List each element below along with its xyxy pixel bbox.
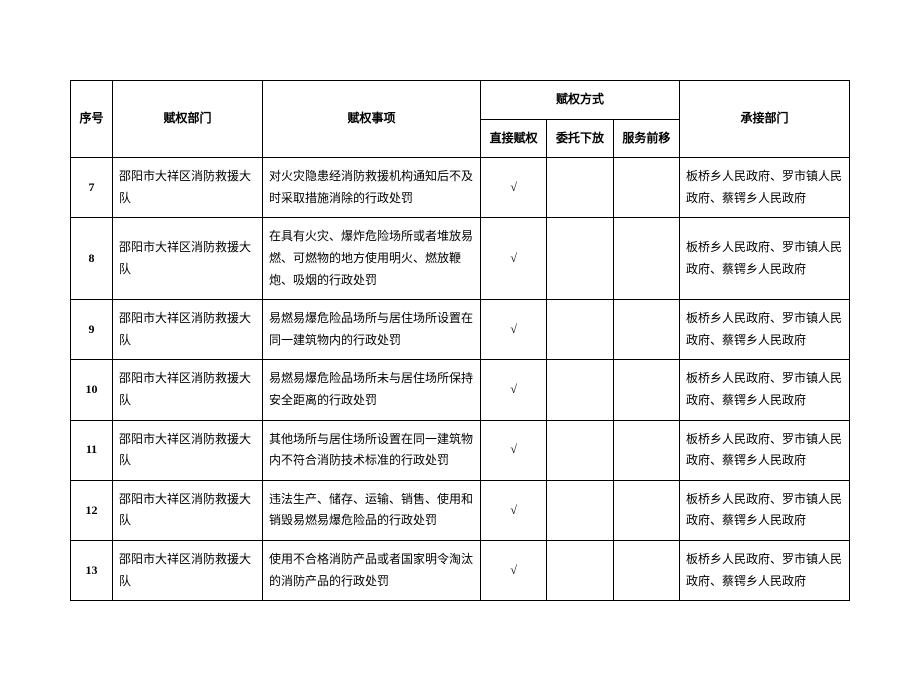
cell-seq: 9 <box>71 300 113 360</box>
cell-matter: 违法生产、储存、运输、销售、使用和销毁易燃易爆危险品的行政处罚 <box>263 480 481 540</box>
cell-matter: 在具有火灾、爆炸危险场所或者堆放易燃、可燃物的地方使用明火、燃放鞭炮、吸烟的行政… <box>263 218 481 300</box>
authority-table: 序号 赋权部门 赋权事项 赋权方式 承接部门 直接赋权 委托下放 服务前移 7 … <box>70 80 850 601</box>
cell-matter: 易燃易爆危险品场所未与居住场所保持安全距离的行政处罚 <box>263 360 481 420</box>
cell-recv: 板桥乡人民政府、罗市镇人民政府、蔡锷乡人民政府 <box>680 158 850 218</box>
cell-delegate <box>547 540 613 600</box>
header-row-1: 序号 赋权部门 赋权事项 赋权方式 承接部门 <box>71 81 850 120</box>
cell-seq: 7 <box>71 158 113 218</box>
cell-recv: 板桥乡人民政府、罗市镇人民政府、蔡锷乡人民政府 <box>680 360 850 420</box>
cell-service <box>613 218 679 300</box>
table-body: 7 邵阳市大祥区消防救援大队 对火灾隐患经消防救援机构通知后不及时采取措施消除的… <box>71 158 850 601</box>
cell-seq: 13 <box>71 540 113 600</box>
header-method-direct: 直接赋权 <box>481 119 547 158</box>
table-row: 13 邵阳市大祥区消防救援大队 使用不合格消防产品或者国家明令淘汰的消防产品的行… <box>71 540 850 600</box>
cell-seq: 12 <box>71 480 113 540</box>
header-method-group: 赋权方式 <box>481 81 680 120</box>
cell-dept: 邵阳市大祥区消防救援大队 <box>113 300 263 360</box>
cell-direct: √ <box>481 300 547 360</box>
table-row: 11 邵阳市大祥区消防救援大队 其他场所与居住场所设置在同一建筑物内不符合消防技… <box>71 420 850 480</box>
cell-dept: 邵阳市大祥区消防救援大队 <box>113 540 263 600</box>
header-recv: 承接部门 <box>680 81 850 158</box>
cell-recv: 板桥乡人民政府、罗市镇人民政府、蔡锷乡人民政府 <box>680 420 850 480</box>
cell-recv: 板桥乡人民政府、罗市镇人民政府、蔡锷乡人民政府 <box>680 480 850 540</box>
cell-seq: 11 <box>71 420 113 480</box>
cell-dept: 邵阳市大祥区消防救援大队 <box>113 480 263 540</box>
cell-matter: 其他场所与居住场所设置在同一建筑物内不符合消防技术标准的行政处罚 <box>263 420 481 480</box>
cell-direct: √ <box>481 360 547 420</box>
table-row: 7 邵阳市大祥区消防救援大队 对火灾隐患经消防救援机构通知后不及时采取措施消除的… <box>71 158 850 218</box>
cell-service <box>613 540 679 600</box>
cell-service <box>613 420 679 480</box>
table-row: 8 邵阳市大祥区消防救援大队 在具有火灾、爆炸危险场所或者堆放易燃、可燃物的地方… <box>71 218 850 300</box>
cell-dept: 邵阳市大祥区消防救援大队 <box>113 218 263 300</box>
table-header: 序号 赋权部门 赋权事项 赋权方式 承接部门 直接赋权 委托下放 服务前移 <box>71 81 850 158</box>
cell-service <box>613 300 679 360</box>
header-matter: 赋权事项 <box>263 81 481 158</box>
cell-delegate <box>547 300 613 360</box>
cell-direct: √ <box>481 420 547 480</box>
cell-matter: 易燃易爆危险品场所与居住场所设置在同一建筑物内的行政处罚 <box>263 300 481 360</box>
cell-delegate <box>547 480 613 540</box>
header-seq: 序号 <box>71 81 113 158</box>
cell-dept: 邵阳市大祥区消防救援大队 <box>113 420 263 480</box>
cell-service <box>613 158 679 218</box>
cell-matter: 使用不合格消防产品或者国家明令淘汰的消防产品的行政处罚 <box>263 540 481 600</box>
cell-seq: 10 <box>71 360 113 420</box>
table-row: 9 邵阳市大祥区消防救援大队 易燃易爆危险品场所与居住场所设置在同一建筑物内的行… <box>71 300 850 360</box>
cell-direct: √ <box>481 540 547 600</box>
cell-delegate <box>547 218 613 300</box>
cell-delegate <box>547 420 613 480</box>
cell-recv: 板桥乡人民政府、罗市镇人民政府、蔡锷乡人民政府 <box>680 218 850 300</box>
cell-direct: √ <box>481 218 547 300</box>
table-row: 10 邵阳市大祥区消防救援大队 易燃易爆危险品场所未与居住场所保持安全距离的行政… <box>71 360 850 420</box>
cell-delegate <box>547 158 613 218</box>
cell-matter: 对火灾隐患经消防救援机构通知后不及时采取措施消除的行政处罚 <box>263 158 481 218</box>
header-dept: 赋权部门 <box>113 81 263 158</box>
cell-direct: √ <box>481 480 547 540</box>
header-method-service: 服务前移 <box>613 119 679 158</box>
cell-service <box>613 480 679 540</box>
cell-direct: √ <box>481 158 547 218</box>
cell-dept: 邵阳市大祥区消防救援大队 <box>113 158 263 218</box>
cell-delegate <box>547 360 613 420</box>
header-method-delegate: 委托下放 <box>547 119 613 158</box>
cell-recv: 板桥乡人民政府、罗市镇人民政府、蔡锷乡人民政府 <box>680 300 850 360</box>
cell-service <box>613 360 679 420</box>
table-row: 12 邵阳市大祥区消防救援大队 违法生产、储存、运输、销售、使用和销毁易燃易爆危… <box>71 480 850 540</box>
cell-seq: 8 <box>71 218 113 300</box>
cell-dept: 邵阳市大祥区消防救援大队 <box>113 360 263 420</box>
cell-recv: 板桥乡人民政府、罗市镇人民政府、蔡锷乡人民政府 <box>680 540 850 600</box>
